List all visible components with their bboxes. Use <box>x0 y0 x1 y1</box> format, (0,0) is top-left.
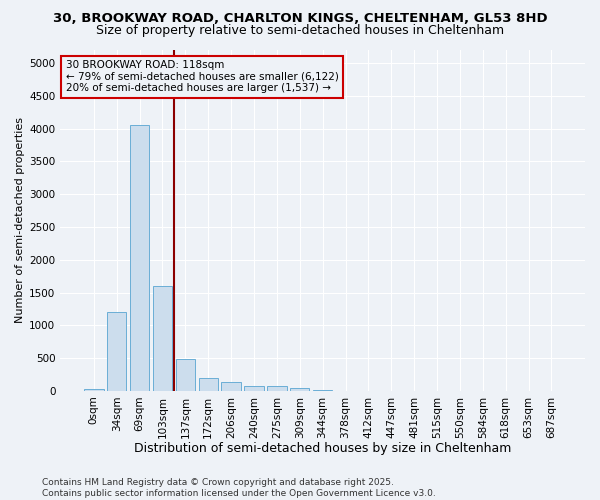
Text: 30 BROOKWAY ROAD: 118sqm
← 79% of semi-detached houses are smaller (6,122)
20% o: 30 BROOKWAY ROAD: 118sqm ← 79% of semi-d… <box>65 60 338 94</box>
Bar <box>130 126 149 391</box>
Bar <box>244 386 264 391</box>
Bar <box>199 378 218 391</box>
Bar <box>221 382 241 391</box>
Bar <box>107 312 127 391</box>
Y-axis label: Number of semi-detached properties: Number of semi-detached properties <box>15 118 25 324</box>
Bar <box>153 286 172 391</box>
Bar <box>84 389 104 391</box>
Text: Size of property relative to semi-detached houses in Cheltenham: Size of property relative to semi-detach… <box>96 24 504 37</box>
X-axis label: Distribution of semi-detached houses by size in Cheltenham: Distribution of semi-detached houses by … <box>134 442 511 455</box>
Bar <box>267 386 287 391</box>
Bar <box>290 388 310 391</box>
Bar <box>313 390 332 391</box>
Bar <box>176 360 195 391</box>
Text: 30, BROOKWAY ROAD, CHARLTON KINGS, CHELTENHAM, GL53 8HD: 30, BROOKWAY ROAD, CHARLTON KINGS, CHELT… <box>53 12 547 26</box>
Text: Contains HM Land Registry data © Crown copyright and database right 2025.
Contai: Contains HM Land Registry data © Crown c… <box>42 478 436 498</box>
